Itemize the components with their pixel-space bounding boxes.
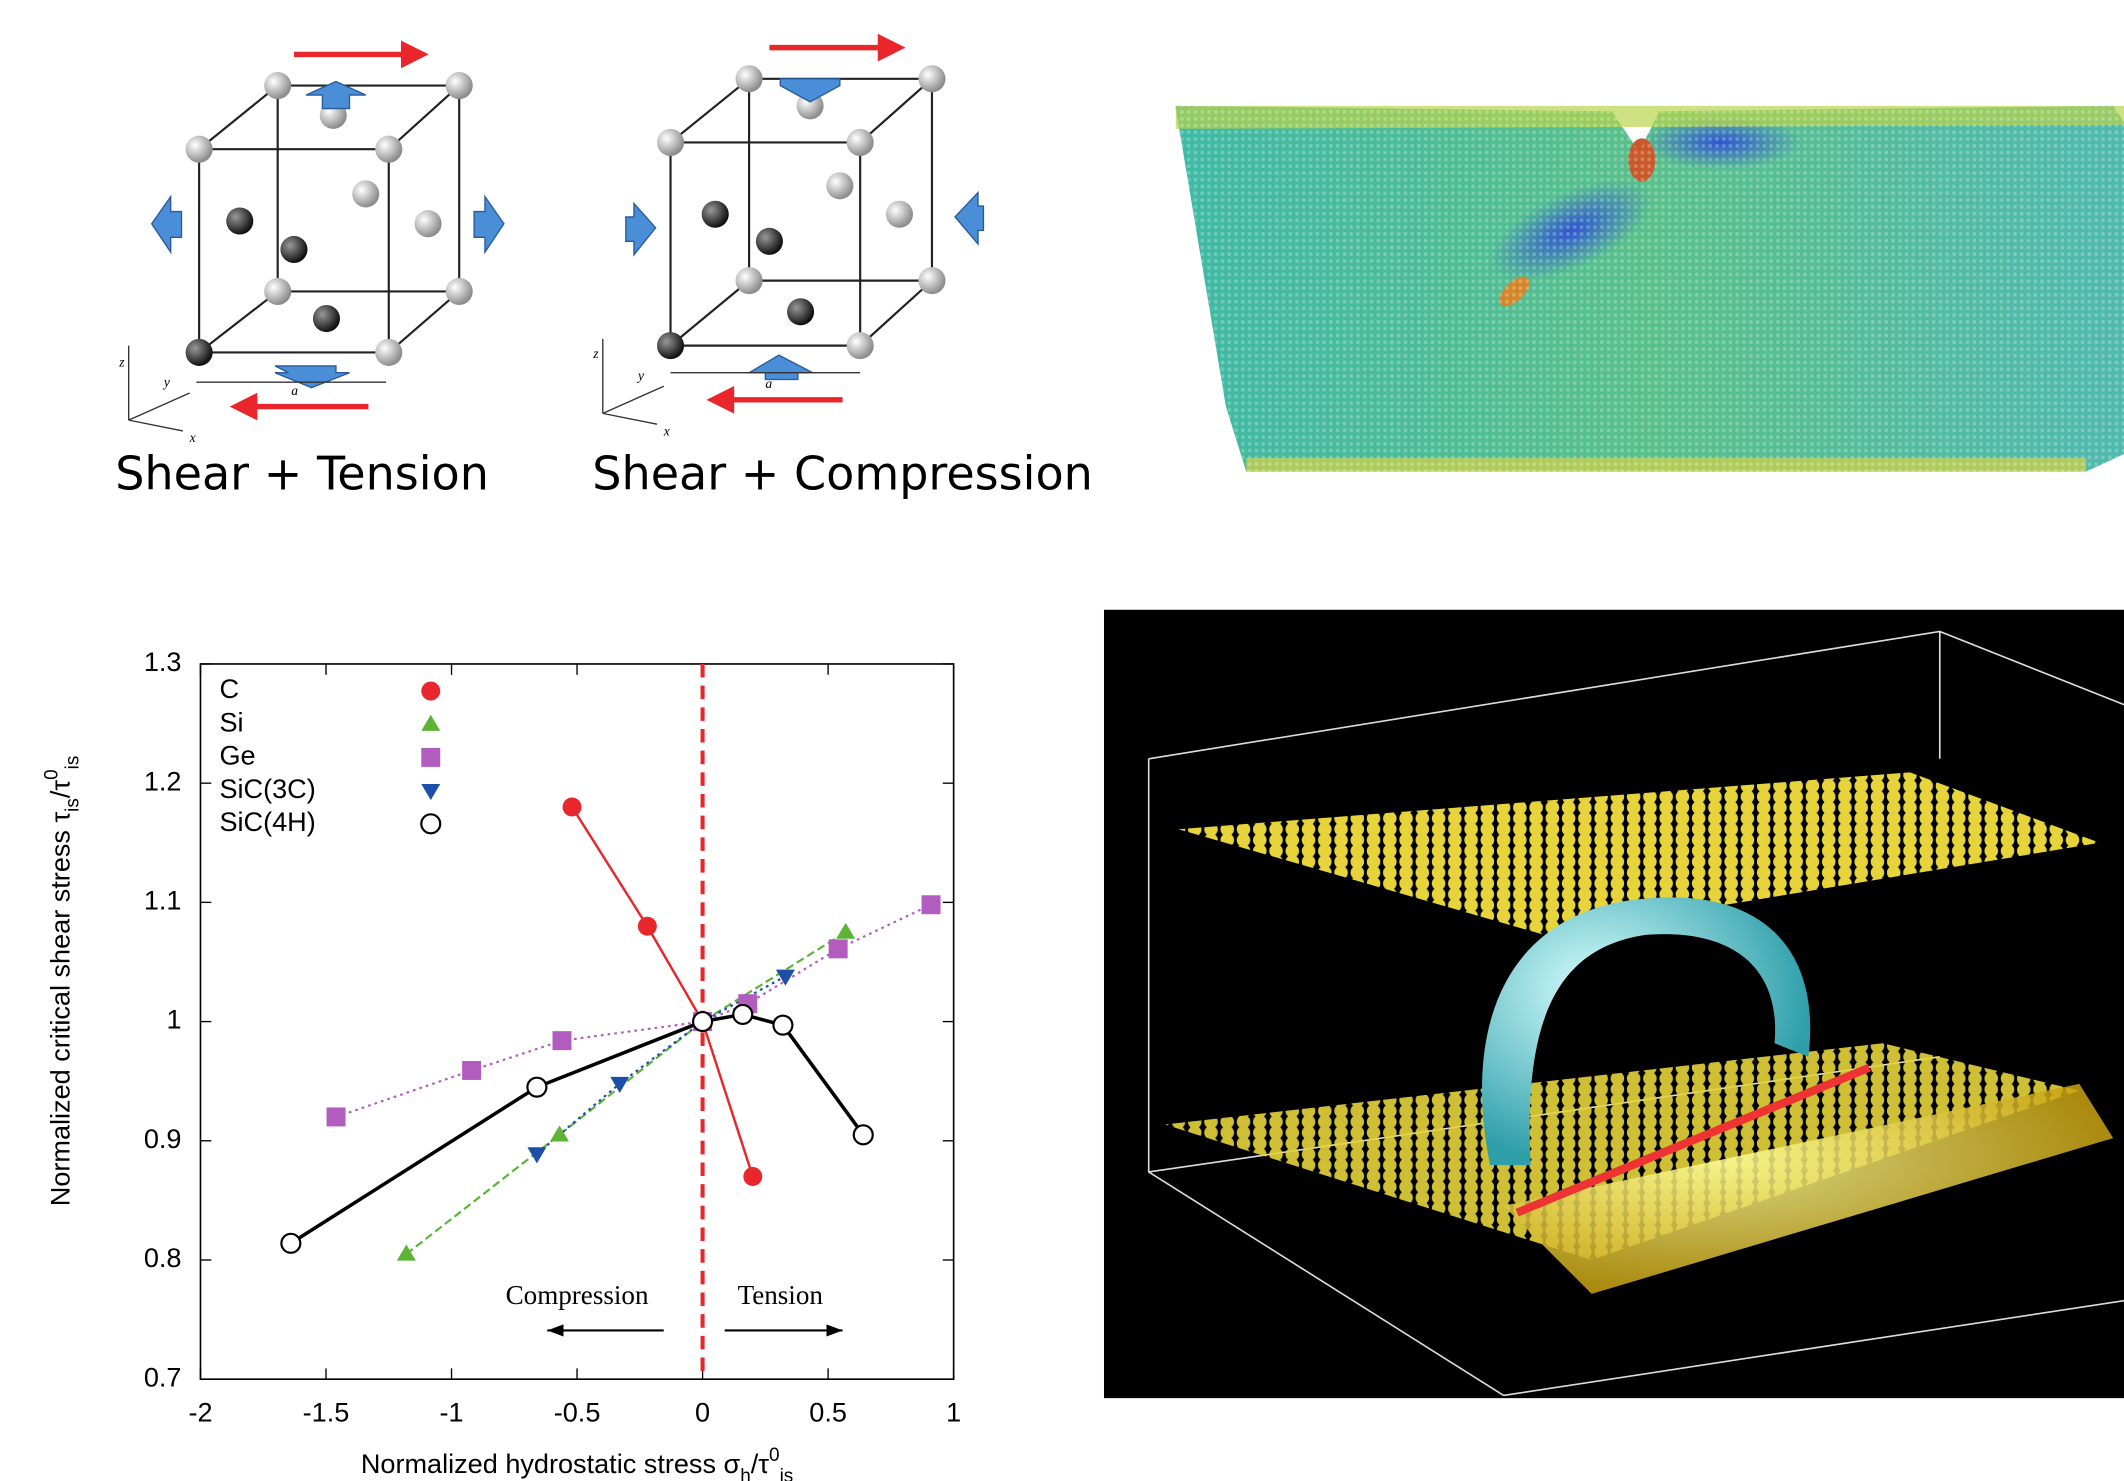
marker [527,1147,546,1163]
y-axis-label-part: /τ [44,780,75,799]
axis-letter: z [118,354,125,369]
x-tick-label: -2 [188,1397,212,1428]
marker [397,1245,416,1261]
legend-marker [421,715,440,731]
legend-label: SiC(4H) [219,806,315,837]
legend-marker [421,784,440,800]
y-axis-label-part: Normalized critical shear stress τ [44,812,75,1207]
marker [638,917,657,936]
marker [327,1107,346,1126]
y-tick-label: 0.7 [144,1361,182,1392]
chart [200,664,953,1379]
x-axis-label-part: 0 [769,1444,780,1465]
marker [550,1125,569,1141]
marker [854,1125,873,1144]
marker [553,1031,572,1050]
axis-letter: y [636,368,645,383]
axis-letter: a [291,383,298,398]
y-axis-label: Normalized critical shear stress τis/τ0i… [41,756,83,1207]
legend-label: SiC(3C) [219,773,315,804]
x-axis-label-part: /τ [751,1448,770,1479]
marker [829,939,848,958]
marker [733,1005,752,1024]
cube-caption: Shear + Tension [115,447,489,501]
x-axis-label-part: h [740,1465,751,1481]
y-tick-label: 1.3 [144,646,182,677]
annotation: Tension [738,1280,824,1310]
annotation: Compression [506,1280,649,1310]
marker [527,1078,546,1097]
cube-atoms [657,65,946,359]
y-tick-label: 1.2 [144,765,182,796]
y-tick-label: 1.1 [144,885,182,916]
legend-label: Si [219,706,243,737]
marker [462,1061,481,1080]
legend-marker [421,682,440,701]
y-axis-label-part: is [62,798,83,812]
plot-frame [200,664,953,1379]
cube-atoms [186,72,473,366]
cube-caption: Shear + Compression [592,447,1093,501]
axis-letter: x [663,423,670,438]
marker [836,923,855,939]
x-axis-label: Normalized hydrostatic stress σh/τ0is [361,1444,793,1481]
axis-letter: y [162,375,171,390]
y-axis-label-part: 0 [41,769,62,780]
dislocation-render-image [1104,610,2124,1398]
x-tick-label: 1 [946,1397,961,1428]
md-simulation-image [1176,106,2124,472]
page: {"panels":{"cube_captions":["Shear + Ten… [0,0,2124,1481]
marker [922,895,941,914]
legend-label: C [219,673,239,704]
x-tick-label: 0 [695,1397,710,1428]
marker [773,1016,792,1035]
marker [776,970,795,986]
axis-letter: x [189,430,196,445]
legend-marker [421,748,440,767]
x-tick-label: 0.5 [809,1397,847,1428]
x-tick-label: -0.5 [554,1397,601,1428]
figure: z y x a Shear + Tension z y x a Shear + … [0,0,2124,1481]
y-axis-label-part: is [62,756,83,770]
marker [281,1234,300,1253]
marker [610,1077,629,1093]
marker [743,1167,762,1186]
y-tick-label: 0.8 [144,1242,182,1273]
series-line [291,1014,863,1243]
x-axis-label-part: Normalized hydrostatic stress σ [361,1448,741,1479]
axis-letter: a [765,376,772,391]
legend-label: Ge [219,740,255,771]
y-tick-label: 0.9 [144,1123,182,1154]
x-axis-label-part: is [780,1465,794,1481]
series-line [572,807,753,1177]
marker [563,798,582,817]
marker [693,1012,712,1031]
x-tick-label: -1.5 [303,1397,350,1428]
y-tick-label: 1 [166,1004,181,1035]
x-tick-label: -1 [439,1397,463,1428]
axis-letter: z [592,346,599,361]
legend-marker [421,814,440,833]
